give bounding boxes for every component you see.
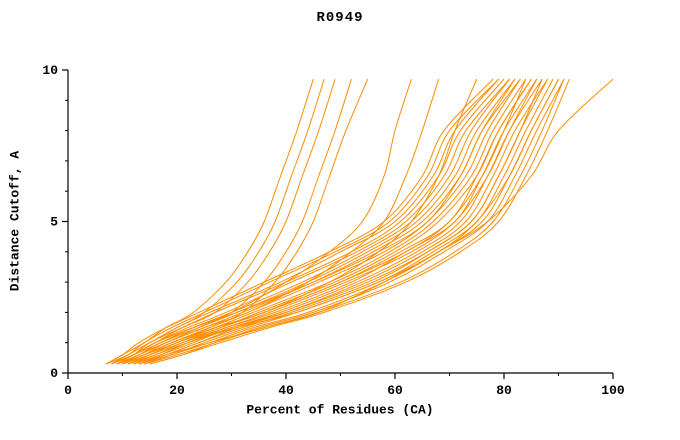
x-axis-label: Percent of Residues (CA) (246, 402, 434, 418)
x-tick-label: 100 (601, 383, 625, 398)
model-curve (105, 78, 314, 365)
x-tick-label: 40 (278, 383, 294, 398)
model-curve (149, 78, 565, 365)
model-curve (116, 78, 352, 365)
x-tick-label: 0 (64, 383, 72, 398)
y-tick-label: 5 (50, 215, 58, 230)
model-curve (138, 78, 554, 365)
model-curve (144, 78, 559, 365)
y-axis-label: Distance Cutoff, A (7, 150, 23, 292)
model-curve (138, 78, 549, 365)
model-curve (111, 78, 505, 365)
model-curve (127, 78, 559, 365)
model-curve (133, 78, 614, 365)
model-curve (149, 78, 570, 365)
model-curve (111, 78, 499, 365)
model-curve (111, 78, 325, 365)
x-tick-label: 60 (387, 383, 403, 398)
y-tick-label: 0 (50, 366, 58, 381)
model-curve (116, 78, 369, 365)
model-curve (122, 78, 478, 365)
model-curve (122, 78, 538, 365)
y-tick-label: 10 (42, 63, 58, 78)
x-tick-label: 80 (496, 383, 512, 398)
model-curve (111, 78, 412, 365)
chart-title: R0949 (316, 10, 364, 26)
model-curve (144, 78, 565, 365)
model-curve (138, 78, 549, 365)
x-tick-label: 20 (169, 383, 185, 398)
model-curve (111, 78, 336, 365)
